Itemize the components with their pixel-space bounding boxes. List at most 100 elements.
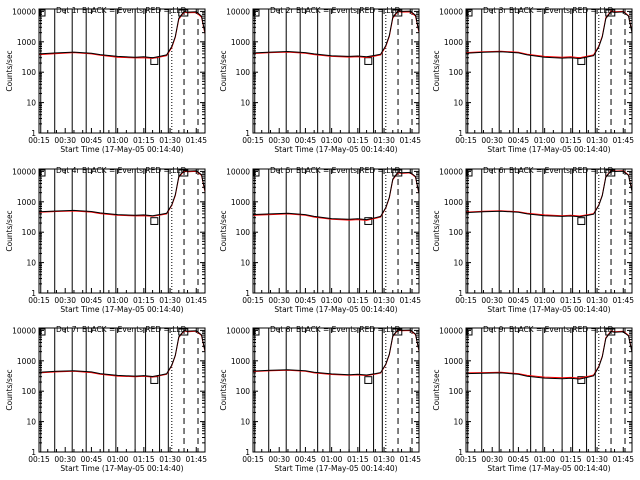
detector-panel: 1 10 100 1000 10000 00:15 00:30 00:45 01:00 01:15… bbox=[432, 166, 634, 314]
y-tick-label: 1000 bbox=[444, 38, 463, 47]
series-line bbox=[39, 329, 205, 378]
series-line bbox=[253, 329, 419, 376]
data-gap bbox=[364, 57, 373, 65]
top-marker bbox=[178, 328, 189, 336]
y-tick-label: 1 bbox=[458, 289, 463, 298]
y-tick-label: 100 bbox=[449, 387, 464, 396]
y-tick-label: 1 bbox=[458, 448, 463, 457]
axes-frame bbox=[38, 8, 206, 134]
plot-area bbox=[253, 328, 419, 452]
plot-area bbox=[253, 169, 419, 293]
x-tick-label: 01:15 bbox=[133, 296, 155, 305]
x-tick-label: 00:30 bbox=[54, 296, 76, 305]
x-tick-label: 01:15 bbox=[560, 296, 582, 305]
x-tick-label: 00:15 bbox=[28, 296, 50, 305]
x-tick-label: 01:15 bbox=[347, 296, 369, 305]
x-tick-label: 01:30 bbox=[159, 455, 181, 464]
axes-frame bbox=[465, 8, 633, 134]
x-tick-label: 01:00 bbox=[107, 455, 129, 464]
plot-area bbox=[39, 328, 205, 452]
y-tick-label: 1000 bbox=[17, 38, 36, 47]
y-tick-label: 1000 bbox=[231, 357, 250, 366]
axes-frame bbox=[252, 168, 420, 294]
x-tick-label: 01:15 bbox=[133, 455, 155, 464]
x-tick-label: 00:15 bbox=[242, 136, 264, 145]
x-tick-label: 01:15 bbox=[133, 136, 155, 145]
x-tick-label: 00:30 bbox=[481, 136, 503, 145]
axes-frame bbox=[252, 327, 420, 453]
y-tick-label: 100 bbox=[449, 68, 464, 77]
detector-panel: 1 10 100 1000 10000 00:15 00:30 00:45 01:00 01:15… bbox=[219, 6, 421, 154]
series-line bbox=[466, 10, 632, 59]
y-axis-label: Counts/sec bbox=[432, 210, 441, 251]
plot-area bbox=[466, 169, 632, 293]
x-tick-label: 01:00 bbox=[321, 455, 343, 464]
x-axis-label: Start Time (17-May-05 00:14:40) bbox=[487, 145, 610, 154]
x-tick-label: 01:15 bbox=[347, 136, 369, 145]
x-tick-label: 01:30 bbox=[373, 455, 395, 464]
x-axis-label: Start Time (17-May-05 00:14:40) bbox=[274, 145, 397, 154]
detector-panel: 1 10 100 1000 10000 00:15 00:30 00:45 01:00 01:15… bbox=[432, 325, 634, 473]
x-axis-label: Start Time (17-May-05 00:14:40) bbox=[60, 305, 183, 314]
y-axis-label: Counts/sec bbox=[432, 50, 441, 91]
x-tick-label: 01:30 bbox=[159, 136, 181, 145]
y-tick-label: 100 bbox=[236, 68, 251, 77]
x-tick-label: 00:15 bbox=[242, 455, 264, 464]
top-marker bbox=[605, 328, 616, 336]
axes-frame bbox=[465, 327, 633, 453]
panel-title: Det 4r BLACK = Events RED = LLD bbox=[56, 166, 187, 175]
y-tick-label: 10000 bbox=[12, 326, 36, 335]
y-tick-label: 1 bbox=[458, 129, 463, 138]
y-tick-label: 10000 bbox=[226, 326, 250, 335]
y-tick-label: 1 bbox=[245, 448, 250, 457]
axes-frame bbox=[38, 168, 206, 294]
x-tick-label: 01:30 bbox=[373, 136, 395, 145]
y-tick-label: 10000 bbox=[439, 7, 463, 16]
top-marker bbox=[178, 9, 189, 17]
x-axis-label: Start Time (17-May-05 00:14:40) bbox=[274, 464, 397, 473]
y-tick-label: 10 bbox=[26, 99, 36, 108]
series-line bbox=[253, 10, 419, 59]
x-tick-label: 01:00 bbox=[534, 455, 556, 464]
x-tick-label: 01:30 bbox=[159, 296, 181, 305]
x-tick-label: 00:45 bbox=[508, 136, 530, 145]
y-tick-label: 100 bbox=[449, 228, 464, 237]
x-tick-label: 00:45 bbox=[295, 136, 317, 145]
series-line bbox=[253, 329, 419, 377]
top-marker bbox=[392, 169, 403, 177]
axes-frame bbox=[252, 8, 420, 134]
y-tick-label: 1000 bbox=[17, 357, 36, 366]
y-tick-label: 10 bbox=[26, 259, 36, 268]
data-gap bbox=[150, 217, 159, 225]
data-gap bbox=[577, 376, 586, 384]
x-tick-label: 01:00 bbox=[107, 296, 129, 305]
x-tick-label: 01:00 bbox=[534, 136, 556, 145]
series-line bbox=[39, 169, 205, 217]
series-line bbox=[466, 330, 632, 379]
y-tick-label: 1 bbox=[245, 289, 250, 298]
plot-area bbox=[39, 169, 205, 293]
plot-area bbox=[466, 328, 632, 452]
series-line bbox=[466, 330, 632, 380]
x-tick-label: 01:45 bbox=[185, 136, 207, 145]
x-tick-label: 00:45 bbox=[508, 296, 530, 305]
x-tick-label: 00:30 bbox=[54, 136, 76, 145]
y-tick-label: 10 bbox=[240, 418, 250, 427]
x-tick-label: 01:45 bbox=[399, 136, 421, 145]
x-axis-label: Start Time (17-May-05 00:14:40) bbox=[487, 305, 610, 314]
y-tick-label: 1000 bbox=[231, 198, 250, 207]
x-tick-label: 01:45 bbox=[612, 296, 634, 305]
x-tick-label: 00:15 bbox=[455, 136, 477, 145]
y-tick-label: 1000 bbox=[17, 198, 36, 207]
x-tick-label: 00:30 bbox=[268, 296, 290, 305]
y-tick-label: 10 bbox=[240, 259, 250, 268]
detector-panel: 1 10 100 1000 10000 00:15 00:30 00:45 01:00 01:15… bbox=[219, 325, 421, 473]
x-tick-label: 00:45 bbox=[508, 455, 530, 464]
y-tick-label: 10000 bbox=[439, 326, 463, 335]
data-gap bbox=[364, 217, 373, 225]
x-tick-label: 01:45 bbox=[612, 455, 634, 464]
y-axis-label: Counts/sec bbox=[5, 210, 14, 251]
x-tick-label: 01:15 bbox=[347, 455, 369, 464]
panel-title: Det 9r BLACK = Events RED = LLD bbox=[483, 325, 614, 334]
